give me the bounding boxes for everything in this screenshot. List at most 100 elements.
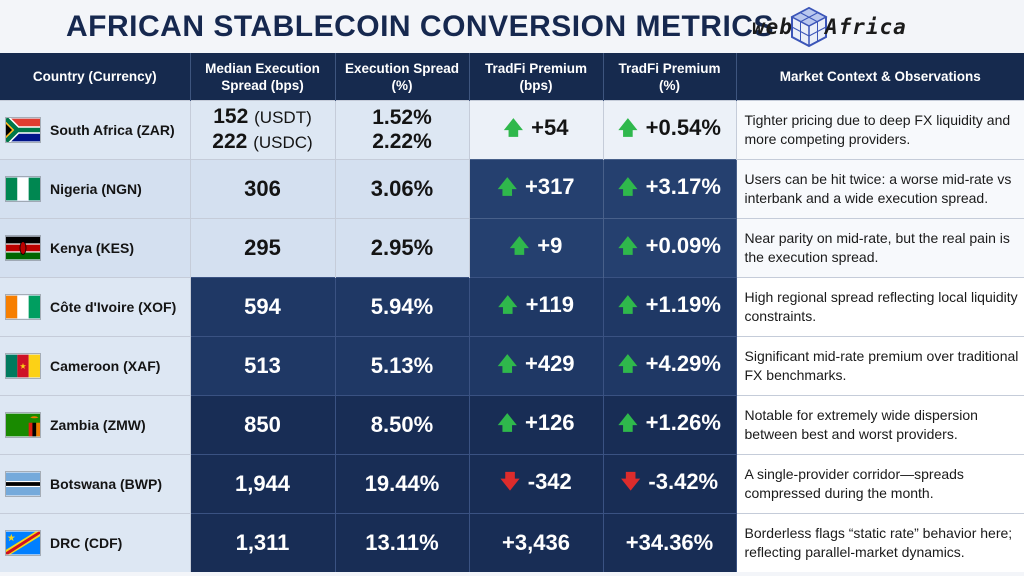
country-name: Zambia (ZMW) — [50, 417, 146, 433]
kenya-flag-icon — [6, 236, 40, 260]
premium-pct-value: +3.17% — [645, 174, 721, 199]
premium-pct-cell: 🡇 -3.42% — [603, 454, 737, 514]
spread-bps-cell: 850 — [190, 395, 336, 455]
table-row: Nigeria (NGN) 306 3.06% 🡅 +317 🡅 +3.17% Us… — [0, 159, 1024, 219]
country-cell: South Africa (ZAR) — [0, 100, 191, 160]
column-header-premium-pct: TradFi Premium (%) — [603, 53, 737, 101]
cote-divoire-flag-icon — [6, 295, 40, 319]
column-header-spread-pct: Execution Spread (%) — [335, 53, 470, 101]
up-arrow-icon: 🡅 — [618, 118, 638, 139]
up-arrow-icon: 🡅 — [618, 354, 638, 375]
premium-bps-value: +3,436 — [502, 530, 570, 555]
table-row: South Africa (ZAR) 152 (USDT) 222 (USDC)… — [0, 100, 1024, 160]
premium-bps-cell: 🡅 +119 — [469, 277, 604, 337]
drc-flag-icon — [6, 531, 40, 555]
premium-pct-cell: 🡅 +0.54% — [603, 100, 737, 160]
premium-bps-value: +126 — [524, 410, 575, 435]
table-row: Botswana (BWP) 1,944 19.44% 🡇 -342 🡇 -3.42… — [0, 454, 1024, 514]
premium-bps-value: -342 — [527, 469, 572, 494]
country-name: South Africa (ZAR) — [50, 122, 175, 138]
context-cell: Near parity on mid-rate, but the real pa… — [736, 218, 1024, 278]
premium-pct-cell: 🡅 +1.19% — [603, 277, 737, 337]
table-row: DRC (CDF) 1,311 13.11% +3,436 +34.36% Bo… — [0, 513, 1024, 572]
country-cell: DRC (CDF) — [0, 513, 191, 572]
zambia-flag-icon — [6, 413, 40, 437]
premium-bps-cell: 🡇 -342 — [469, 454, 604, 514]
spread-pct-cell: 5.13% — [335, 336, 470, 396]
context-text: A single-provider corridor—spreads compr… — [744, 466, 964, 501]
table-header-row: Country (Currency) Median Execution Spre… — [0, 53, 1024, 101]
up-arrow-icon: 🡅 — [498, 295, 518, 316]
spread-bps-note-2: (USDC) — [253, 133, 313, 152]
context-cell: Notable for extremely wide dispersion be… — [736, 395, 1024, 455]
context-cell: High regional spread reflecting local li… — [736, 277, 1024, 337]
spread-pct-cell: 3.06% — [335, 159, 470, 219]
table-row: Kenya (KES) 295 2.95% 🡅 +9 🡅 +0.09% Near p… — [0, 218, 1024, 278]
table-row: Cameroon (XAF) 513 5.13% 🡅 +429 🡅 +4.29% S… — [0, 336, 1024, 396]
up-arrow-icon: 🡅 — [618, 295, 638, 316]
spread-bps-cell: 295 — [190, 218, 336, 278]
premium-bps-cell: 🡅 +317 — [469, 159, 604, 219]
spread-pct-cell: 8.50% — [335, 395, 470, 455]
spread-bps-cell: 594 — [190, 277, 336, 337]
premium-pct-value: +34.36% — [625, 530, 714, 555]
context-cell: Users can be hit twice: a worse mid-rate… — [736, 159, 1024, 219]
country-cell: Cameroon (XAF) — [0, 336, 191, 396]
cameroon-flag-icon — [6, 354, 40, 378]
spread-pct-value: 5.13% — [370, 353, 434, 378]
premium-pct-value: +0.54% — [645, 115, 721, 140]
spread-pct-value: 2.95% — [370, 235, 434, 260]
spread-bps-note: (USDT) — [254, 108, 312, 127]
premium-pct-value: +1.19% — [645, 292, 721, 317]
premium-bps-cell: +3,436 — [469, 513, 604, 572]
premium-bps-value: +317 — [524, 174, 575, 199]
spread-pct-value: 5.94% — [370, 294, 434, 319]
spread-pct-value: 3.06% — [370, 176, 434, 201]
up-arrow-icon: 🡅 — [618, 236, 638, 257]
country-cell: Zambia (ZMW) — [0, 395, 191, 455]
spread-bps-cell: 1,311 — [190, 513, 336, 572]
table-row: Zambia (ZMW) 850 8.50% 🡅 +126 🡅 +1.26% Not… — [0, 395, 1024, 455]
premium-pct-value: +4.29% — [645, 351, 721, 376]
cube-logo-icon — [790, 6, 828, 48]
country-name: Botswana (BWP) — [50, 476, 162, 492]
context-text: High regional spread reflecting local li… — [744, 289, 1018, 324]
country-name: Cameroon (XAF) — [50, 358, 161, 374]
spread-pct-value: 13.11% — [365, 530, 439, 555]
premium-bps-value: +119 — [525, 292, 574, 317]
column-header-country: Country (Currency) — [0, 53, 191, 101]
context-cell: Borderless flags “static rate” behavior … — [736, 513, 1024, 572]
country-name: Kenya (KES) — [50, 240, 135, 256]
down-arrow-icon: 🡇 — [500, 472, 520, 493]
country-cell: Botswana (BWP) — [0, 454, 191, 514]
context-text: Tighter pricing due to deep FX liquidity… — [744, 112, 1011, 147]
premium-bps-cell: 🡅 +126 — [469, 395, 604, 455]
spread-bps-cell: 306 — [190, 159, 336, 219]
spread-pct-cell: 1.52% 2.22% — [335, 100, 470, 160]
context-cell: A single-provider corridor—spreads compr… — [736, 454, 1024, 514]
spread-bps-cell: 152 (USDT) 222 (USDC) — [190, 100, 336, 160]
up-arrow-icon: 🡅 — [497, 177, 517, 198]
up-arrow-icon: 🡅 — [497, 413, 517, 434]
spread-bps-value: 152 — [213, 105, 249, 128]
logo-text-left: web — [752, 15, 793, 39]
premium-pct-value: +1.26% — [645, 410, 721, 435]
premium-pct-cell: 🡅 +3.17% — [603, 159, 737, 219]
premium-bps-cell: 🡅 +9 — [469, 218, 604, 278]
spread-bps-value: 850 — [244, 412, 281, 437]
context-text: Significant mid-rate premium over tradit… — [744, 348, 1019, 383]
nigeria-flag-icon — [6, 177, 40, 201]
column-header-context: Market Context & Observations — [736, 53, 1024, 101]
spread-bps-value-2: 222 — [212, 130, 248, 153]
premium-pct-cell: 🡅 +1.26% — [603, 395, 737, 455]
premium-pct-value: -3.42% — [648, 469, 719, 494]
spread-bps-value: 295 — [244, 235, 281, 260]
botswana-flag-icon — [6, 472, 40, 496]
spread-bps-value: 306 — [244, 176, 281, 201]
spread-pct-value-2: 2.22% — [372, 130, 432, 153]
up-arrow-icon: 🡅 — [618, 413, 638, 434]
country-name: Côte d'Ivoire (XOF) — [50, 299, 177, 315]
context-cell: Significant mid-rate premium over tradit… — [736, 336, 1024, 396]
down-arrow-icon: 🡇 — [620, 472, 641, 493]
